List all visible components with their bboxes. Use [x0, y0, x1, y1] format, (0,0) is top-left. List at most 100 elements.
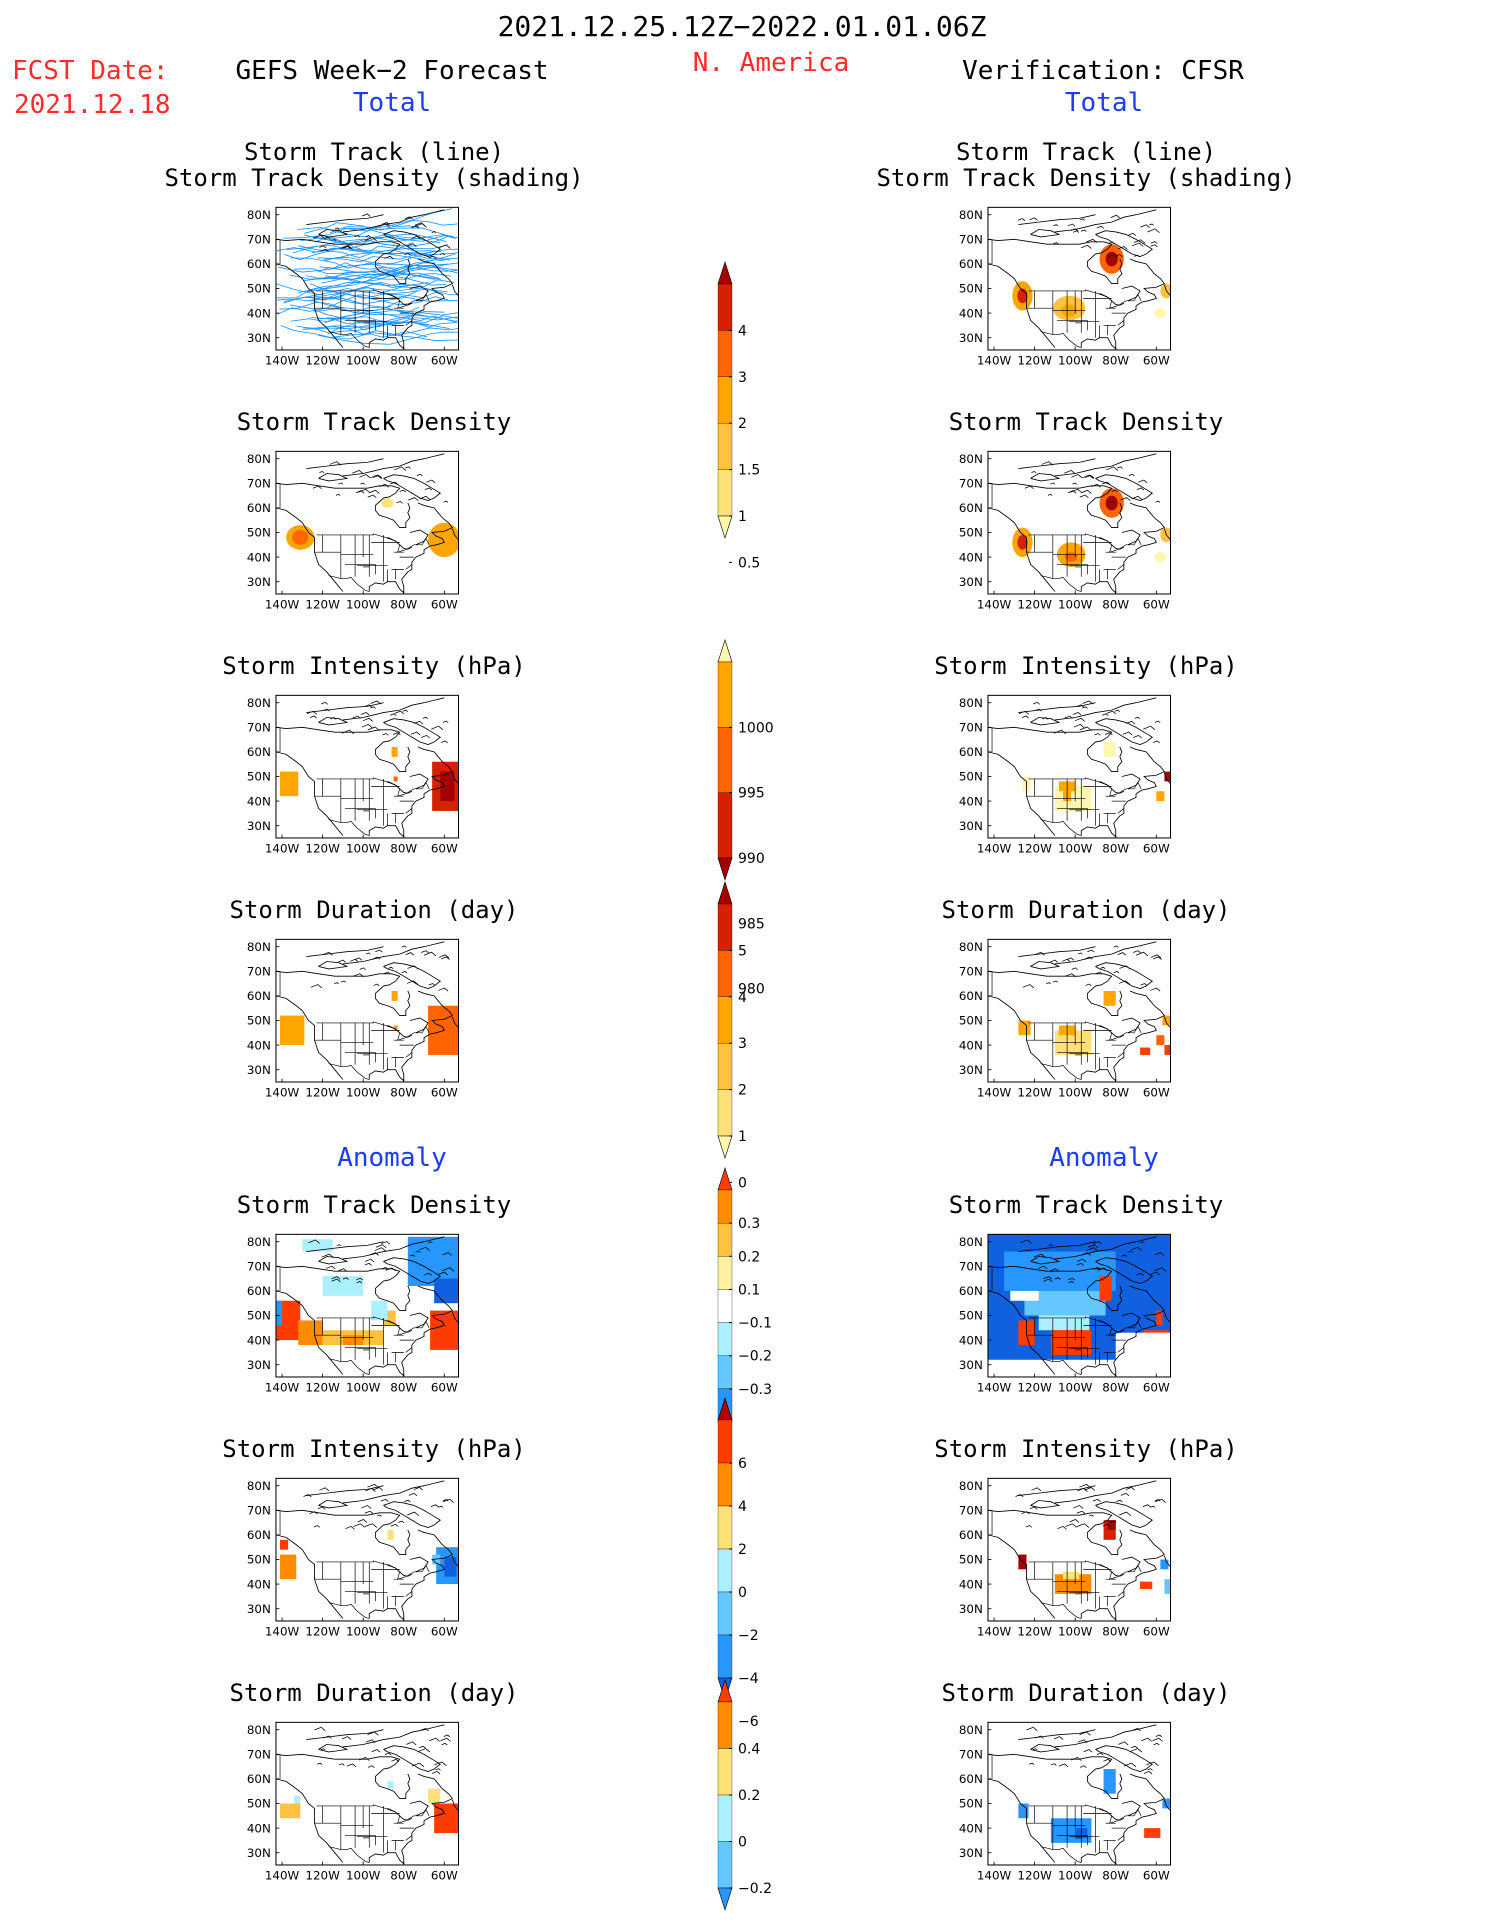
island-outline [356, 1281, 363, 1284]
colorbar-intensity-anom: 6 4 2 0 −2 −4 −6 [717, 1397, 788, 1730]
island-outline [1076, 1510, 1086, 1515]
coastline [1121, 529, 1141, 546]
shade-cell [302, 1239, 333, 1252]
verif-track-panel: Storm Track (line) Storm Track Density (… [876, 140, 1295, 367]
coastline [1095, 718, 1153, 745]
fcst-intensity-panel: Storm Intensity (hPa) 80N 70N 60N 50N 40N 30N… [222, 654, 526, 864]
lon-label: 120W [1017, 1380, 1052, 1394]
island-outline [422, 716, 428, 720]
colorbar-segment [717, 1505, 733, 1550]
lat-label: 40N [247, 1333, 271, 1347]
shade-cell [391, 990, 398, 1001]
lat-label: 40N [247, 1821, 271, 1835]
island-outline [1024, 485, 1034, 490]
island-outline [375, 949, 383, 953]
island-outline [394, 466, 407, 471]
island-outline [367, 1483, 379, 1489]
coastline [318, 961, 349, 970]
colorbar-label: 1000 [738, 720, 774, 736]
island-outline [1079, 1765, 1087, 1769]
lat-label: 50N [959, 1797, 983, 1811]
island-outline [1043, 1276, 1053, 1280]
island-outline [363, 717, 373, 722]
colorbar-label: 4 [738, 323, 747, 339]
shade-cell [371, 1300, 388, 1321]
lon-label: 120W [305, 353, 340, 367]
island-outline [391, 1758, 400, 1762]
storm-track-line [317, 267, 447, 286]
fcst-track-panel: Storm Track (line) Storm Track Density (… [164, 140, 583, 367]
coastline [368, 1529, 454, 1621]
map-field [275, 453, 459, 594]
island-outline [1079, 218, 1086, 221]
island-outline [442, 720, 449, 724]
island-outline [1079, 1731, 1091, 1736]
map-field [987, 941, 1171, 1082]
lon-label: 120W [1017, 1868, 1052, 1882]
panel-title-track-shading: Storm Track Density (shading) [876, 164, 1296, 192]
island-outline [1046, 982, 1051, 985]
coastline [1163, 1311, 1171, 1324]
coastline [306, 702, 384, 713]
lon-label: 100W [1058, 1868, 1093, 1882]
lat-label: 30N [247, 331, 271, 345]
island-outline [1108, 254, 1119, 258]
island-outline [322, 951, 333, 956]
island-outline [365, 235, 371, 238]
island-outline [1117, 952, 1127, 956]
map-frame [987, 1477, 1172, 1622]
island-outline [1086, 238, 1098, 243]
colorbar-segment [717, 661, 733, 728]
storm-track-line [318, 331, 459, 345]
island-outline [1131, 495, 1143, 500]
lat-label: 50N [959, 1309, 983, 1323]
island-outline [330, 717, 337, 720]
island-outline [317, 1506, 326, 1510]
island-outline [1106, 466, 1119, 471]
lat-label: 30N [959, 1358, 983, 1372]
lat-label: 50N [247, 282, 271, 296]
island-outline [1047, 493, 1053, 496]
map-frame [987, 938, 1172, 1083]
coastline [987, 970, 1123, 1017]
map-frame [275, 450, 460, 595]
colorbar-label: 0 [738, 1835, 747, 1851]
lon-label: 60W [1143, 353, 1170, 367]
island-outline [364, 237, 378, 242]
lat-label: 60N [959, 989, 983, 1003]
island-outline [1121, 1254, 1128, 1257]
shade-cell [1160, 1559, 1169, 1570]
island-outline [1082, 700, 1094, 705]
island-outline [1029, 217, 1038, 221]
island-outline [1105, 732, 1113, 736]
island-outline [364, 1523, 378, 1528]
island-outline [1089, 1514, 1094, 1517]
verif-duration-panel: Storm Duration (day) 80N 70N 60N 50N 40N 30N 1… [942, 898, 1238, 1108]
coastline [275, 970, 411, 1017]
panel-title-track-shading: Storm Track Density (shading) [164, 164, 584, 192]
island-outline [414, 223, 427, 228]
island-outline [1134, 716, 1140, 720]
coastline [1121, 285, 1141, 302]
island-outline [1150, 241, 1158, 244]
lon-label: 140W [977, 1085, 1012, 1099]
coastline [1018, 946, 1096, 957]
colorbar-segment [717, 1289, 733, 1323]
coastline [451, 1016, 459, 1029]
storm-track-line [303, 273, 452, 281]
island-outline [1081, 244, 1092, 249]
fcst-density-panel: Storm Track Density 80N 70N 60N 50N 40N 30N 14… [237, 410, 526, 620]
island-outline [421, 950, 429, 954]
lon-label: 60W [1143, 841, 1170, 855]
island-outline [404, 466, 411, 469]
island-outline [1136, 487, 1145, 491]
island-outline [1034, 951, 1045, 956]
island-outline [1093, 1241, 1103, 1245]
lon-label: 140W [265, 841, 300, 855]
lat-label: 60N [247, 1772, 271, 1786]
map-field [987, 209, 1171, 350]
shade-cell [428, 1788, 441, 1804]
storm-track-line [300, 233, 456, 244]
coastline [318, 229, 349, 238]
colorbar-intensity-total: 1000 995 990 985 980 [717, 639, 788, 998]
